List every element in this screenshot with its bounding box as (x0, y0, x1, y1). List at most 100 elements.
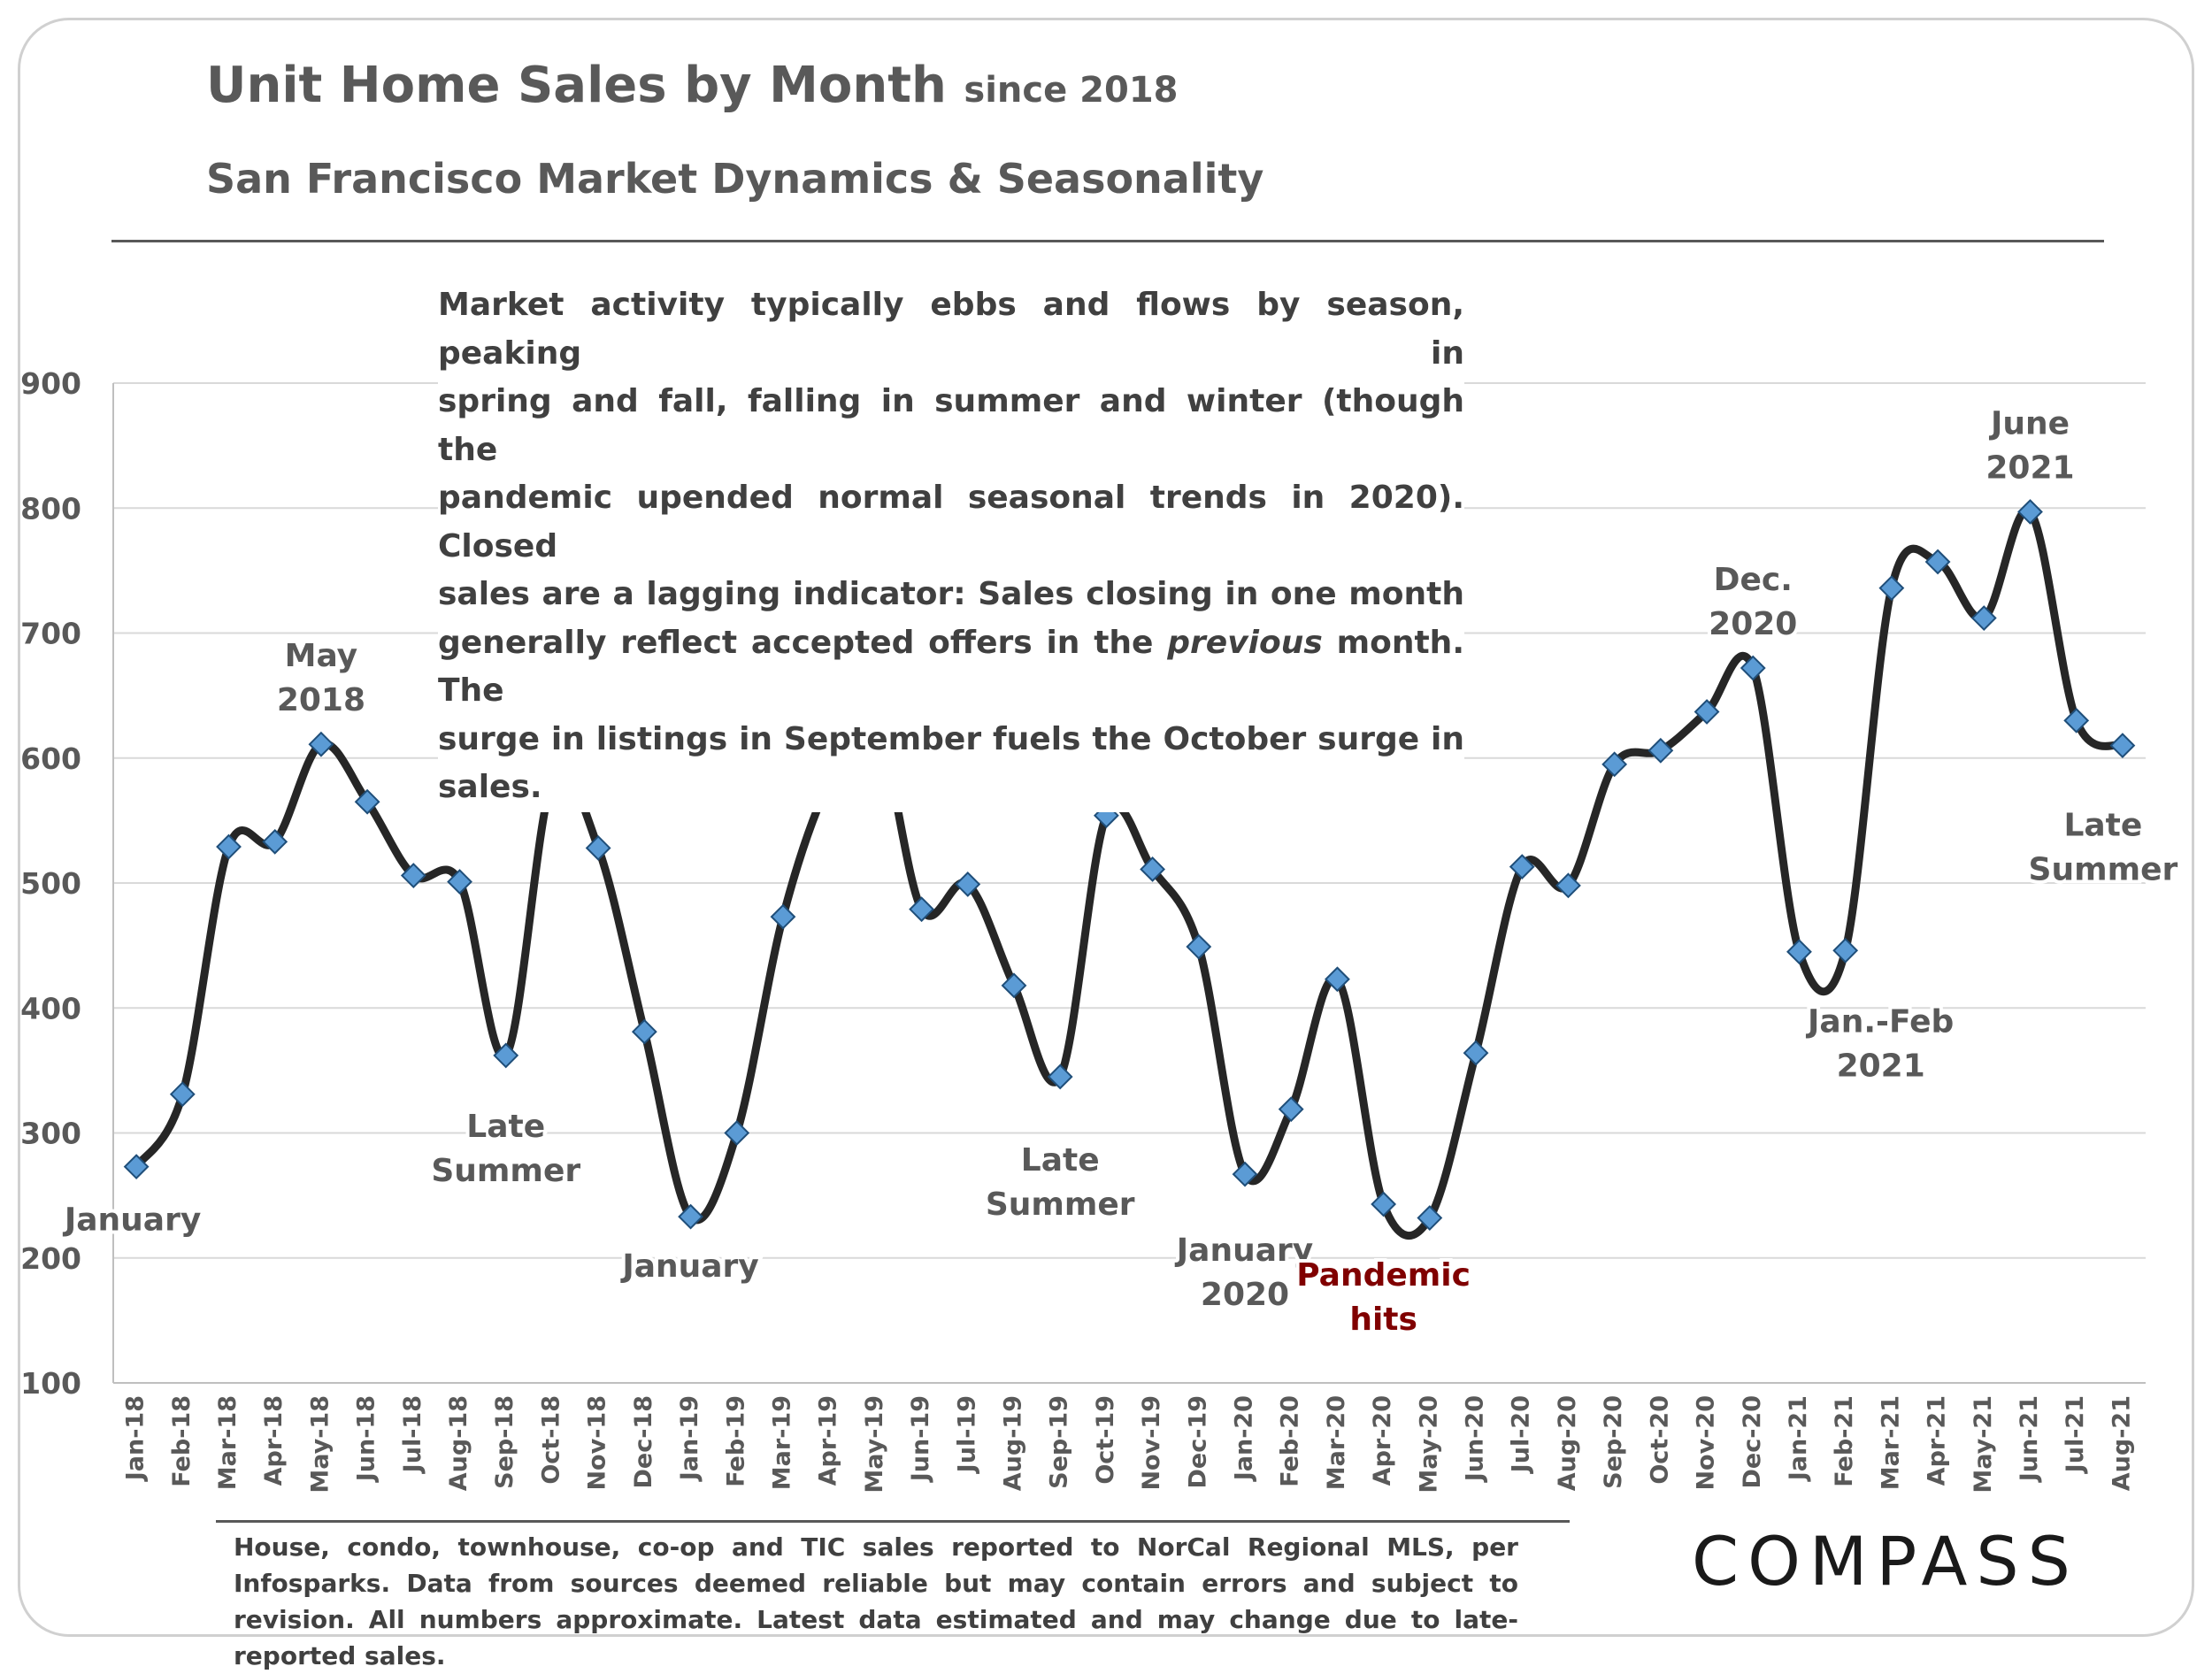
x-tick-label-Aug-19: Aug-19 (999, 1395, 1026, 1491)
annotation-27-line-1: hits (1349, 1302, 1417, 1338)
data-point-Jan-19 (678, 1203, 703, 1230)
data-point-Jan-18 (123, 1154, 150, 1180)
x-tick-label-Feb-18: Feb-18 (168, 1395, 196, 1487)
x-tick-label-Jul-20: Jul-20 (1508, 1395, 1535, 1474)
x-tick-label-Jul-21: Jul-21 (2062, 1395, 2089, 1474)
x-tick-label-Oct-20: Oct-20 (1646, 1395, 1673, 1485)
x-tick-label-Nov-18: Nov-18 (584, 1395, 611, 1491)
data-point-Nov-19 (1140, 856, 1166, 882)
x-tick-label-Jan-19: Jan-19 (676, 1395, 703, 1482)
y-tick-label-400: 400 (20, 991, 81, 1025)
data-point-May-21 (1970, 605, 1997, 631)
x-tick-label-Sep-19: Sep-19 (1046, 1395, 1073, 1489)
annotation-4-line-0: May (285, 638, 357, 674)
x-tick-label-Feb-19: Feb-19 (722, 1395, 749, 1487)
data-point-Mar-18 (216, 833, 242, 860)
x-tick-label-Aug-21: Aug-21 (2108, 1395, 2135, 1491)
data-point-Sep-19 (1047, 1064, 1073, 1090)
note-line-5: generally reflect accepted offers in the… (438, 619, 1464, 716)
note-line-5b: month. The (438, 624, 1464, 710)
data-point-Mar-20 (1325, 966, 1350, 993)
note-line-5a: generally reflect accepted offers in the (438, 624, 1168, 661)
data-point-Mar-19 (770, 903, 796, 930)
data-point-Aug-19 (1001, 972, 1027, 999)
data-point-Jul-18 (400, 863, 426, 888)
x-tick-label-Aug-18: Aug-18 (445, 1395, 472, 1491)
data-point-Jul-20 (1509, 854, 1535, 880)
x-tick-label-Jan-20: Jan-20 (1231, 1395, 1258, 1482)
data-point-Jan-20 (1232, 1161, 1258, 1187)
data-point-Feb-20 (1278, 1096, 1304, 1123)
title-main: Unit Home Sales by Month (206, 57, 947, 114)
x-tick-label-Apr-18: Apr-18 (260, 1395, 288, 1486)
x-tick-label-Jul-18: Jul-18 (399, 1395, 426, 1474)
annotation-43-line-1: Summer (2029, 852, 2178, 888)
y-tick-label-200: 200 (20, 1241, 81, 1276)
x-tick-label-Sep-18: Sep-18 (491, 1395, 518, 1489)
data-point-Nov-18 (585, 835, 611, 861)
chart-title: Unit Home Sales by Month since 2018 (206, 57, 1178, 114)
y-tick-label-100: 100 (20, 1366, 81, 1401)
annotation-43-line-0: Late (2063, 808, 2142, 844)
data-point-Jul-21 (2063, 707, 2090, 733)
x-tick-label-Mar-18: Mar-18 (214, 1395, 242, 1490)
annotation-24-line-0: January (1174, 1232, 1313, 1269)
x-tick-label-May-18: May-18 (306, 1395, 334, 1494)
note-line-2: spring and fall, falling in summer and w… (438, 383, 1464, 468)
x-tick-label-Jun-21: Jun-21 (2016, 1395, 2043, 1483)
data-point-Feb-19 (724, 1120, 750, 1146)
annotation-8-line-0: Late (466, 1109, 545, 1145)
data-point-Jun-20 (1463, 1040, 1489, 1066)
y-tick-label-800: 800 (20, 491, 81, 526)
chart-frame (18, 18, 2194, 1637)
data-point-Sep-20 (1601, 751, 1628, 778)
chart-subtitle: San Francisco Market Dynamics & Seasonal… (206, 155, 1264, 203)
annotation-41-line-0: June (1988, 405, 2070, 442)
note-line-3: pandemic upended normal seasonal trends … (438, 480, 1464, 564)
y-tick-label-600: 600 (20, 741, 81, 776)
y-tick-label-300: 300 (20, 1117, 81, 1151)
data-point-Oct-20 (1647, 737, 1674, 764)
x-tick-label-Nov-20: Nov-20 (1693, 1395, 1720, 1491)
annotation-35-line-0: Dec. (1714, 562, 1793, 598)
data-point-Dec-19 (1186, 933, 1212, 960)
title-suffix: since 2018 (964, 70, 1179, 111)
y-tick-label-900: 900 (20, 366, 81, 401)
x-tick-label-Dec-20: Dec-20 (1739, 1395, 1766, 1489)
data-point-May-18 (308, 731, 334, 757)
x-tick-label-Jun-20: Jun-20 (1462, 1395, 1489, 1483)
x-tick-label-Mar-21: Mar-21 (1877, 1395, 1904, 1490)
annotation-8-line-1: Summer (431, 1153, 580, 1189)
data-point-Nov-20 (1694, 699, 1720, 725)
footnote-divider (216, 1520, 1570, 1523)
data-point-Dec-20 (1740, 655, 1766, 681)
x-tick-label-Apr-21: Apr-21 (1924, 1395, 1951, 1486)
note-line-1: Market activity typically ebbs and flows… (438, 287, 1464, 372)
data-point-Aug-21 (2109, 733, 2136, 759)
annotation-27-line-0: Pandemic (1296, 1257, 1471, 1294)
title-divider (111, 240, 2104, 242)
data-point-Aug-20 (1555, 872, 1581, 899)
x-tick-label-Mar-19: Mar-19 (768, 1395, 795, 1490)
x-tick-label-Jan-18: Jan-18 (122, 1395, 150, 1482)
x-tick-label-Apr-19: Apr-19 (815, 1395, 842, 1486)
annotation-41-line-1: 2021 (1985, 449, 2074, 486)
x-tick-label-Dec-18: Dec-18 (630, 1395, 657, 1489)
x-tick-label-Oct-18: Oct-18 (537, 1395, 565, 1485)
y-tick-label-500: 500 (20, 866, 81, 901)
data-point-Mar-21 (1878, 575, 1905, 602)
annotation-37-line-1: 2021 (1837, 1048, 1925, 1084)
note-emphasis: previous (1167, 624, 1323, 661)
data-point-Apr-20 (1371, 1191, 1397, 1217)
x-tick-label-Mar-20: Mar-20 (1323, 1395, 1350, 1490)
annotation-12-line-0: January (619, 1248, 758, 1285)
data-point-Jul-19 (955, 871, 981, 897)
x-tick-label-Jul-19: Jul-19 (953, 1395, 980, 1474)
x-tick-label-May-20: May-20 (1415, 1395, 1442, 1494)
annotation-4-line-1: 2018 (277, 682, 365, 718)
x-tick-label-Nov-19: Nov-19 (1138, 1395, 1165, 1491)
data-point-Jun-18 (354, 788, 380, 815)
annotation-24-line-1: 2020 (1201, 1277, 1289, 1313)
data-point-Feb-18 (169, 1081, 196, 1108)
